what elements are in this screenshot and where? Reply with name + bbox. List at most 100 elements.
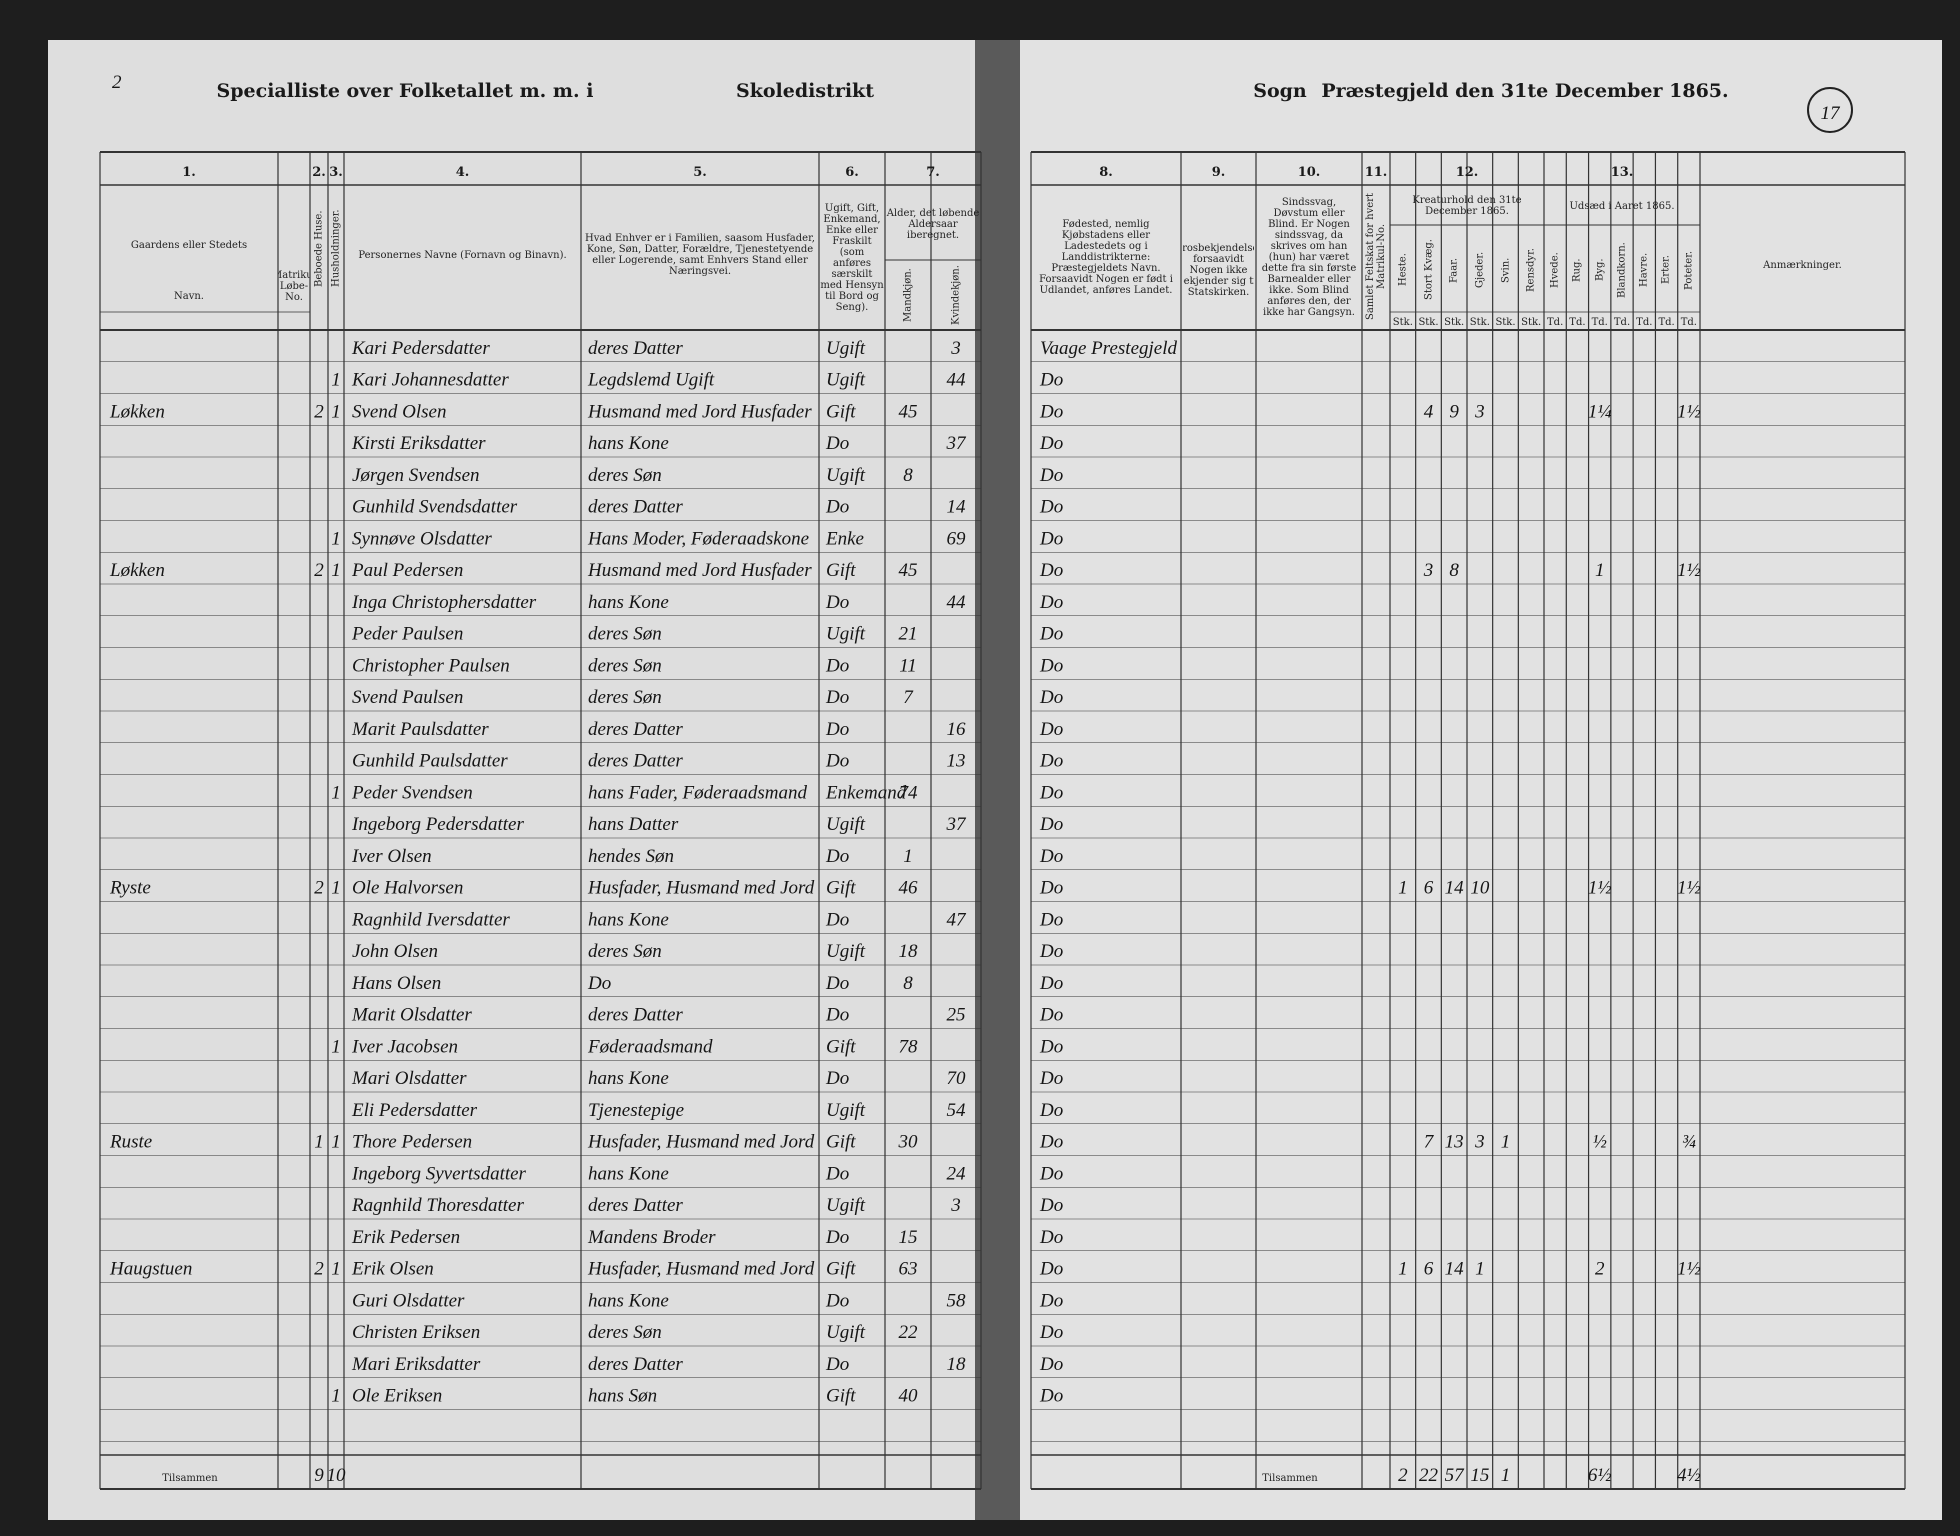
birthplace: Do <box>1039 1132 1063 1153</box>
marital-status: Ugift <box>826 941 866 962</box>
column-subheader: Erter. <box>1661 255 1673 285</box>
birthplace: Do <box>1039 1354 1063 1375</box>
marital-status: Gift <box>826 1386 856 1407</box>
livestock-count: 9 <box>1449 401 1459 422</box>
relation: hans Fader, Føderaadsmand <box>588 782 808 803</box>
person-name: Ragnhild Iversdatter <box>351 909 510 930</box>
household-count: 1 <box>331 782 341 803</box>
birthplace: Do <box>1039 687 1063 708</box>
birthplace: Do <box>1039 1290 1063 1311</box>
total-sown: 6½ <box>1588 1465 1612 1486</box>
age-female: 44 <box>947 592 967 613</box>
age-male: 15 <box>899 1227 918 1248</box>
age-male: 74 <box>899 782 919 803</box>
marital-status: Ugift <box>826 1322 866 1343</box>
column-subheader: Blandkorn. <box>1616 242 1628 298</box>
birthplace: Do <box>1039 973 1063 994</box>
birthplace: Do <box>1039 1322 1063 1343</box>
relation: hans Kone <box>588 1290 669 1311</box>
birthplace: Do <box>1039 655 1063 676</box>
relation: deres Datter <box>588 338 683 359</box>
relation: deres Datter <box>588 1354 683 1375</box>
marital-status: Gift <box>826 401 856 422</box>
total-livestock: 57 <box>1445 1465 1466 1486</box>
column-header-cell: Hvad Enhver er i Familien, saasom Husfad… <box>585 233 815 277</box>
household-count: 1 <box>331 401 341 422</box>
age-male: 45 <box>899 560 918 581</box>
houses-count: 2 <box>314 401 324 422</box>
relation: Husfader, Husmand med Jord <box>587 1259 815 1280</box>
person-name: Ole Eriksen <box>352 1386 442 1407</box>
column-subheader: Heste. <box>1397 253 1409 287</box>
age-male: 78 <box>899 1036 919 1057</box>
person-name: Eli Pedersdatter <box>351 1100 478 1121</box>
page-number-circle <box>1807 87 1853 133</box>
unit-label: Stk. <box>1495 317 1515 328</box>
marital-status: Do <box>825 973 849 994</box>
column-header: Alder, det løbende Aldersaar iberegnet. <box>886 207 980 241</box>
person-name: Erik Olsen <box>351 1259 434 1280</box>
column-number: 11. <box>1365 165 1388 180</box>
marital-status: Do <box>825 846 849 867</box>
household-count: 1 <box>331 1386 341 1407</box>
marital-status: Do <box>825 1163 849 1184</box>
age-female: 54 <box>947 1100 967 1121</box>
livestock-count: 3 <box>1423 560 1434 581</box>
marital-status: Do <box>825 751 849 772</box>
column-header-cell: Trosbekjendelse, forsaavidt Nogen ikke b… <box>1183 243 1254 298</box>
person-name: Ingeborg Syvertsdatter <box>351 1163 527 1184</box>
column-header-cell: Mandkjøn. <box>903 268 914 322</box>
person-name: Gunhild Paulsdatter <box>352 751 508 772</box>
age-male: 21 <box>899 624 918 645</box>
birthplace: Do <box>1039 814 1063 835</box>
column-header: Gaardens eller Stedets <box>130 239 248 251</box>
sown-amount: 1¼ <box>1588 401 1612 422</box>
sown-amount: 1½ <box>1677 1259 1701 1280</box>
age-male: 1 <box>903 846 913 867</box>
total-livestock: 2 <box>1398 1465 1408 1486</box>
column-header: Fødested, nemlig Kjøbstadens eller Lades… <box>1039 219 1173 296</box>
column-number: 13. <box>1611 165 1634 180</box>
unit-label: Td. <box>1569 317 1585 328</box>
birthplace: Do <box>1039 433 1063 454</box>
unit-label: Stk. <box>1418 317 1438 328</box>
marital-status: Ugift <box>826 1100 866 1121</box>
person-name: Thore Pedersen <box>352 1132 472 1153</box>
age-female: 14 <box>947 497 967 518</box>
person-name: Mari Olsdatter <box>351 1068 467 1089</box>
age-female: 18 <box>947 1354 967 1375</box>
column-subheader-cell: Poteter. <box>1683 250 1694 289</box>
totals-label: Tilsammen <box>162 1473 218 1484</box>
marital-status: Gift <box>826 1259 856 1280</box>
marital-status: Gift <box>826 1132 856 1153</box>
marital-status: Do <box>825 1290 849 1311</box>
column-number: 5. <box>693 165 707 180</box>
birthplace: Do <box>1039 465 1063 486</box>
household-count: 1 <box>331 1132 341 1153</box>
total-livestock: 1 <box>1501 1465 1511 1486</box>
person-name: Christopher Paulsen <box>352 655 510 676</box>
column-subheader-cell: Hvede. <box>1550 252 1561 288</box>
person-name: Ole Halvorsen <box>352 878 463 899</box>
column-subheader: Havre. <box>1638 252 1650 288</box>
person-name: Jørgen Svendsen <box>352 465 480 486</box>
right-page <box>1012 40 1942 1520</box>
marital-status: Do <box>825 433 849 454</box>
farm-name: Løkken <box>109 560 165 581</box>
houses-count: 2 <box>314 560 324 581</box>
column-subheader-cell: Erter. <box>1661 255 1673 285</box>
total-households: 10 <box>327 1465 347 1486</box>
column-header-cell: Udsæd i Aaret 1865. <box>1569 201 1674 212</box>
sown-amount: ½ <box>1593 1132 1607 1153</box>
column-subheader-cell: Rensdyr. <box>1526 248 1537 292</box>
marital-status: Do <box>825 719 849 740</box>
unit-label: Stk. <box>1521 317 1541 328</box>
sown-amount: 1 <box>1595 560 1605 581</box>
person-name: Hans Olsen <box>351 973 441 994</box>
unit-label: Td. <box>1614 317 1630 328</box>
livestock-count: 14 <box>1445 1259 1465 1280</box>
column-subheader-cell: Byg. <box>1594 259 1605 282</box>
total-livestock: 22 <box>1419 1465 1439 1486</box>
column-header-cell: Fødested, nemlig Kjøbstadens eller Lades… <box>1039 219 1173 296</box>
person-name: John Olsen <box>352 941 438 962</box>
